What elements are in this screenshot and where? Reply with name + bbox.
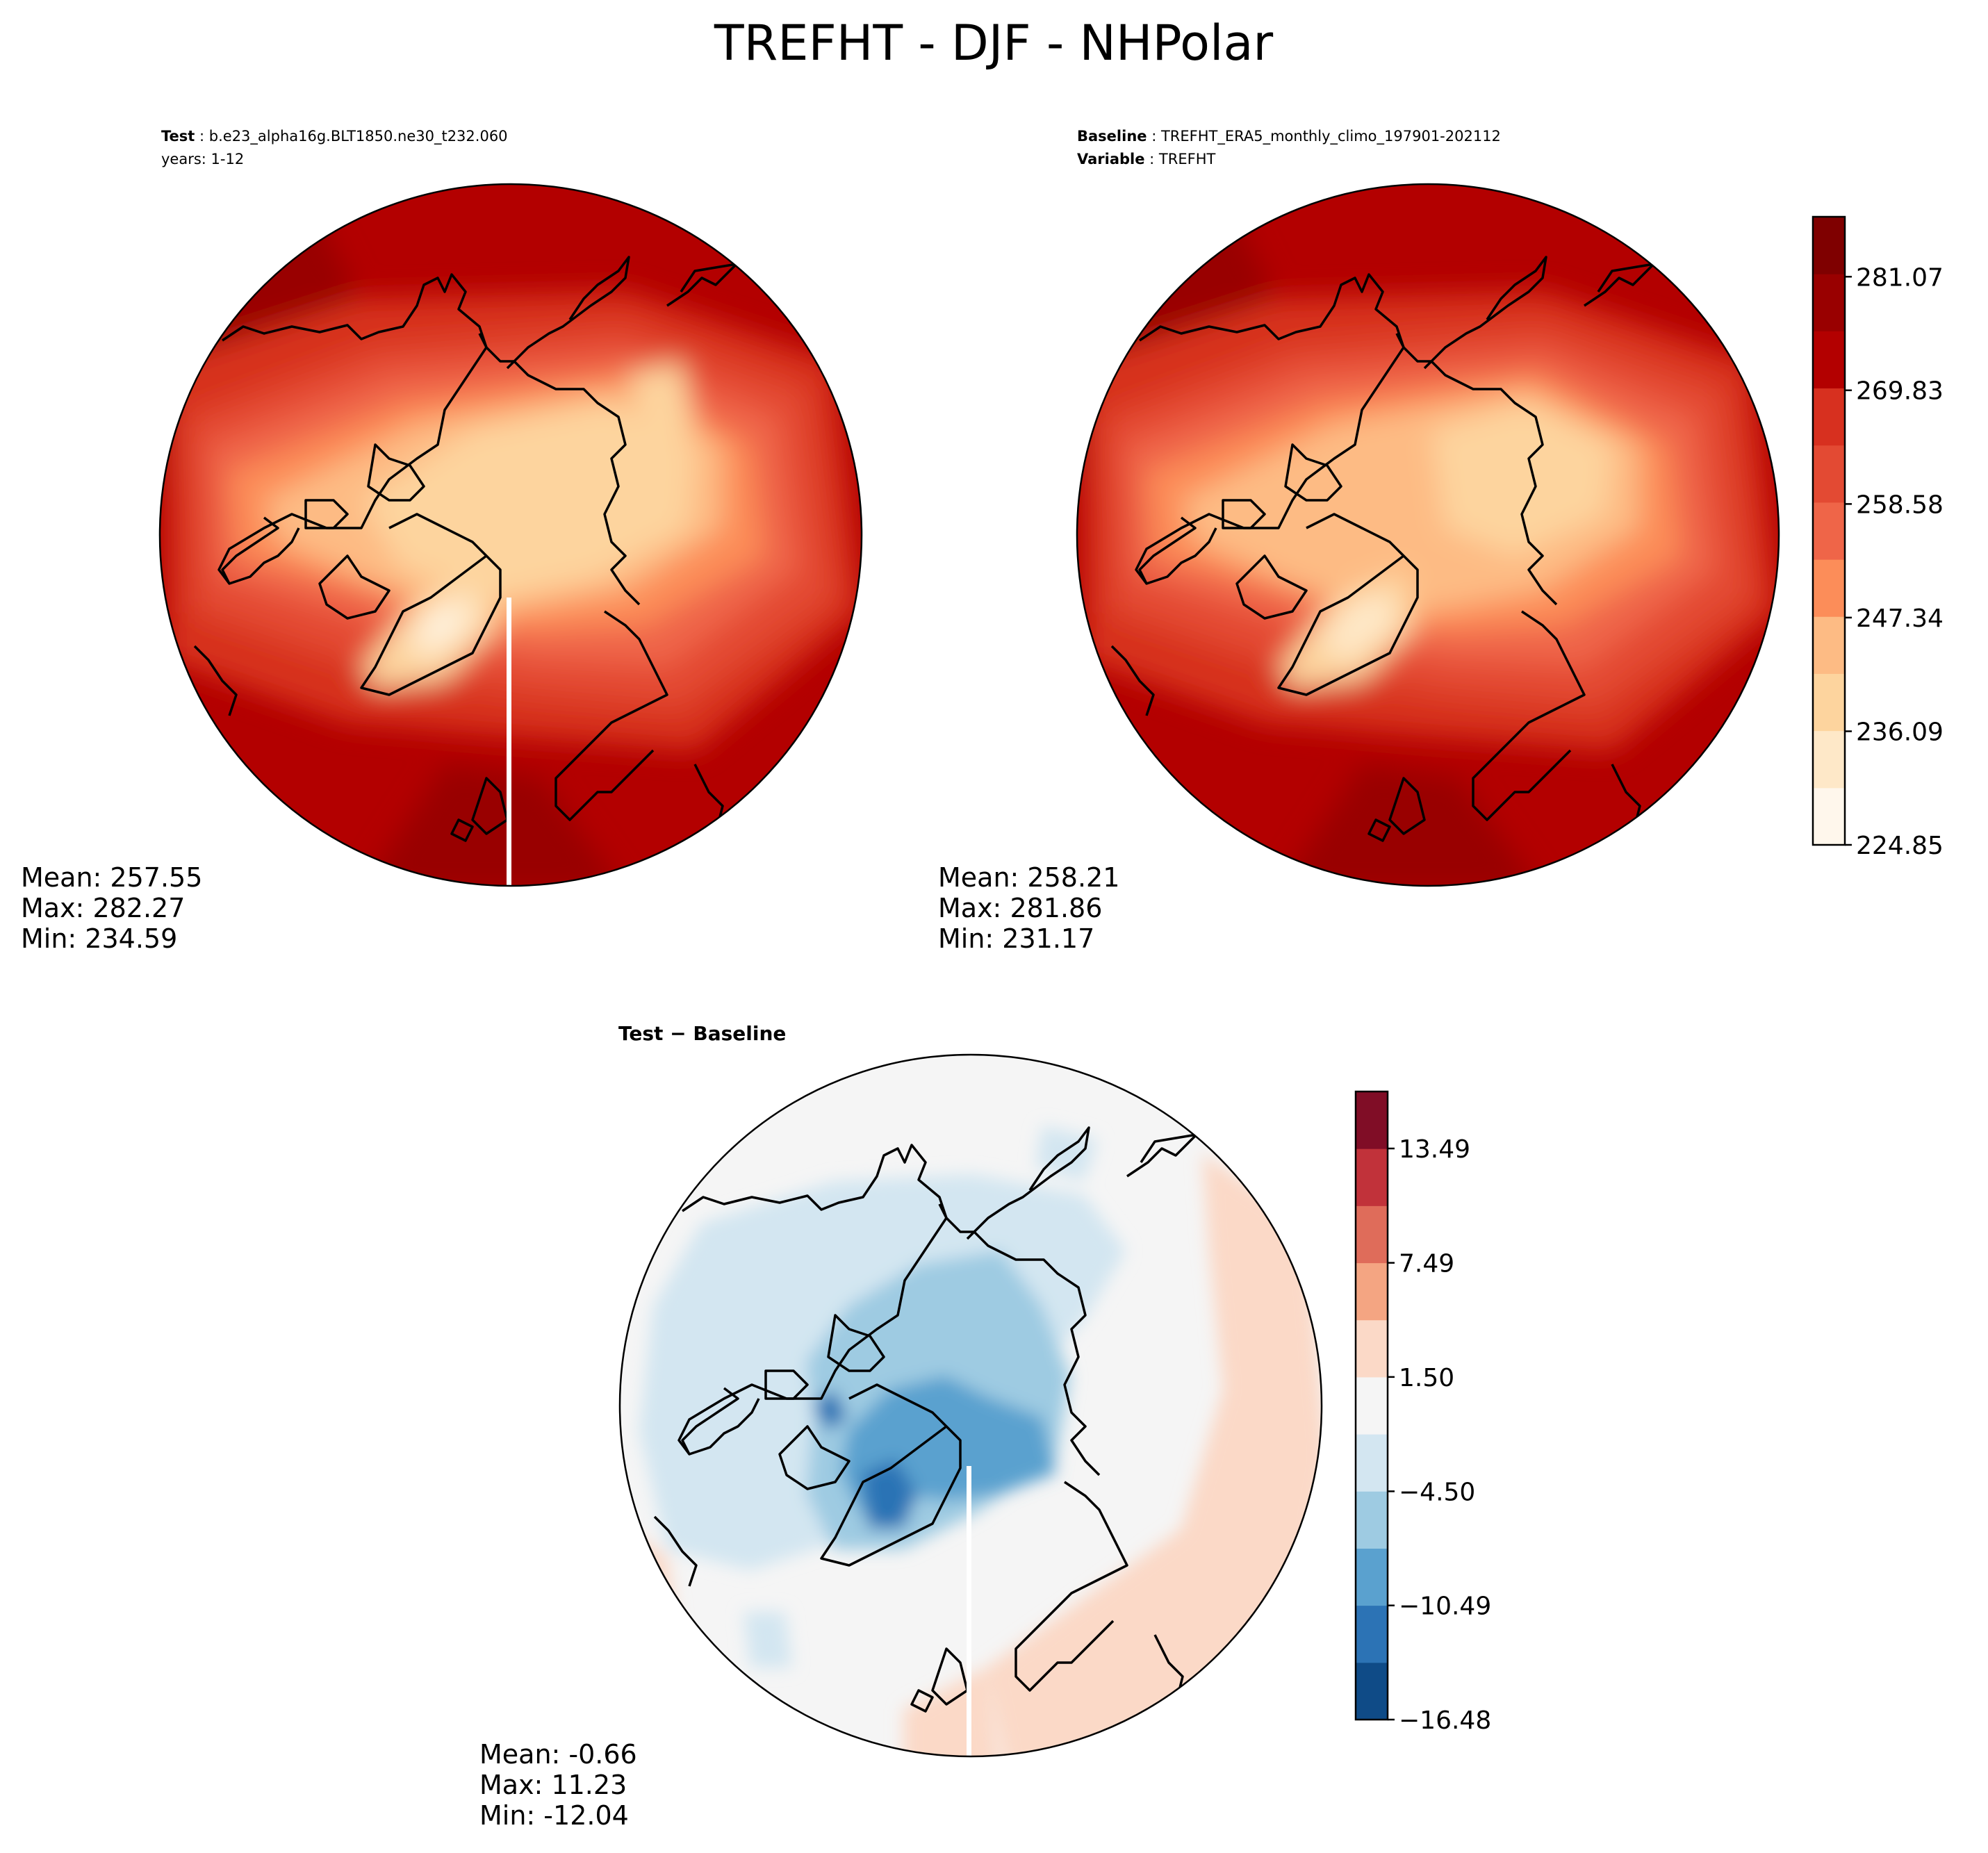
temp-colorbar-tick-label: 247.34 [1856, 604, 1944, 633]
diff-colorbar-frame [1354, 1090, 1389, 1721]
diff-panel: Test − Baseline [479, 1022, 1323, 1831]
temp-colorbar-level-9 [1813, 274, 1845, 331]
difference-colorbar: −16.48 −10.49 −4.50 1.50 7.49 13.49 [1354, 1090, 1491, 1735]
temp-colorbar-level-8 [1813, 331, 1845, 389]
diff-colorbar-level-2 [1356, 1548, 1388, 1606]
temp-colorbar-tick-label: 236.09 [1856, 718, 1944, 747]
diff-colorbar-level-9 [1356, 1148, 1388, 1206]
test-years: years: 1-12 [161, 151, 244, 167]
test-map [160, 184, 862, 886]
temp-colorbar-tick-label: 258.58 [1856, 491, 1944, 519]
diff-colorbar-level-0 [1356, 1662, 1388, 1720]
baseline-label: Baseline : TREFHT_ERA5_monthly_climo_197… [1077, 128, 1501, 145]
baseline-panel: Baseline : TREFHT_ERA5_monthly_climo_197… [938, 128, 1780, 954]
test-max: Max: 282.27 [21, 893, 185, 923]
temp-colorbar-level-4 [1813, 559, 1845, 617]
baseline-map-frame [1076, 183, 1780, 887]
diff-max: Max: 11.23 [479, 1770, 627, 1800]
baseline-map [1077, 184, 1779, 886]
temp-colorbar-level-5 [1813, 502, 1845, 560]
diff-colorbar-level-8 [1356, 1205, 1388, 1264]
diff-title: Test − Baseline [618, 1022, 786, 1045]
diff-colorbar-tick-label: −16.48 [1399, 1706, 1491, 1735]
diff-colorbar-level-1 [1356, 1605, 1388, 1663]
baseline-var-key: Variable [1077, 151, 1144, 167]
test-map-frame [158, 183, 863, 887]
test-label-key: Test [161, 128, 195, 145]
diff-colorbar-tick-label: 1.50 [1399, 1364, 1454, 1392]
diff-colorbar-level-10 [1356, 1092, 1388, 1149]
baseline-variable: Variable : TREFHT [1077, 151, 1215, 167]
test-label: Test : b.e23_alpha16g.BLT1850.ne30_t232.… [161, 128, 508, 145]
temp-colorbar-level-2 [1813, 673, 1845, 732]
baseline-mean: Mean: 258.21 [938, 862, 1119, 893]
test-mean: Mean: 257.55 [21, 862, 202, 893]
baseline-var-value: TREFHT [1158, 151, 1216, 167]
diff-colorbar-tick-label: −10.49 [1399, 1592, 1491, 1621]
diff-mean: Mean: -0.66 [479, 1739, 637, 1770]
temp-colorbar-level-1 [1813, 730, 1845, 789]
temperature-colorbar: 224.85 236.09 247.34 258.58 269.83 281.07 [1812, 215, 1944, 860]
test-label-value: b.e23_alpha16g.BLT1850.ne30_t232.060 [209, 128, 508, 145]
temp-colorbar-level-0 [1813, 787, 1845, 846]
temp-colorbar-tick-label: 224.85 [1856, 832, 1944, 860]
temp-colorbar-tick-label: 281.07 [1856, 263, 1944, 292]
temp-colorbar-tick-label: 269.83 [1856, 377, 1944, 406]
baseline-min: Min: 231.17 [938, 923, 1094, 954]
diff-colorbar-level-7 [1356, 1262, 1388, 1321]
diff-colorbar-level-3 [1356, 1491, 1388, 1549]
diff-map-frame [618, 1053, 1323, 1758]
temp-colorbar-level-3 [1813, 616, 1845, 674]
diff-colorbar-tick-label: 7.49 [1399, 1250, 1454, 1278]
temp-colorbar-level-7 [1813, 388, 1845, 446]
temp-colorbar-level-6 [1813, 445, 1845, 503]
diff-colorbar-tick-label: −4.50 [1399, 1478, 1475, 1506]
diff-map [620, 1055, 1322, 1756]
baseline-max: Max: 281.86 [938, 893, 1102, 923]
temp-colorbar-frame [1812, 215, 1846, 846]
temp-colorbar-level-10 [1813, 217, 1845, 274]
diff-colorbar-tick-label: 13.49 [1399, 1135, 1470, 1164]
baseline-label-key: Baseline [1077, 128, 1147, 145]
test-panel: Test : b.e23_alpha16g.BLT1850.ne30_t232.… [21, 128, 863, 954]
baseline-label-value: TREFHT_ERA5_monthly_climo_197901-202112 [1160, 128, 1501, 145]
diff-colorbar-level-5 [1356, 1376, 1388, 1435]
diff-colorbar-level-4 [1356, 1434, 1388, 1492]
diff-colorbar-level-6 [1356, 1319, 1388, 1378]
test-min: Min: 234.59 [21, 923, 177, 954]
figure-title: TREFHT - DJF - NHPolar [714, 15, 1274, 72]
diff-min: Min: -12.04 [479, 1800, 629, 1831]
